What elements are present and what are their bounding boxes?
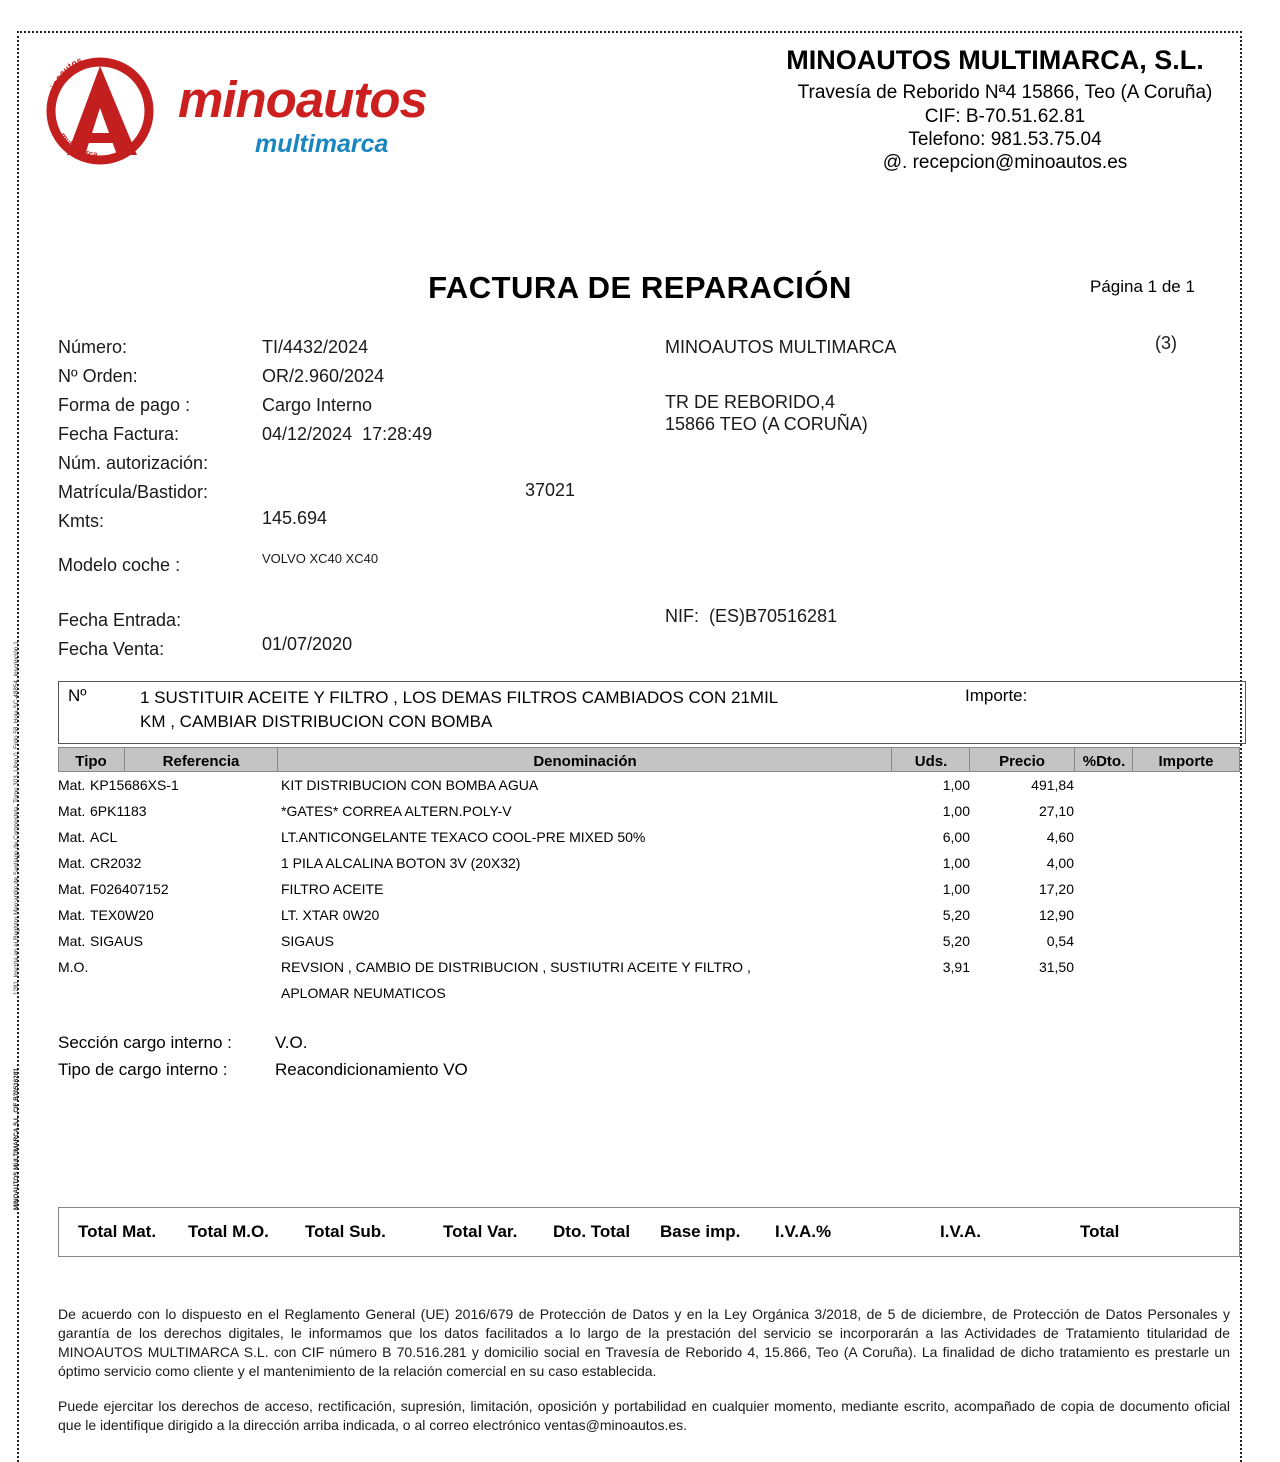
svg-text:minoautos: minoautos [46,55,84,98]
